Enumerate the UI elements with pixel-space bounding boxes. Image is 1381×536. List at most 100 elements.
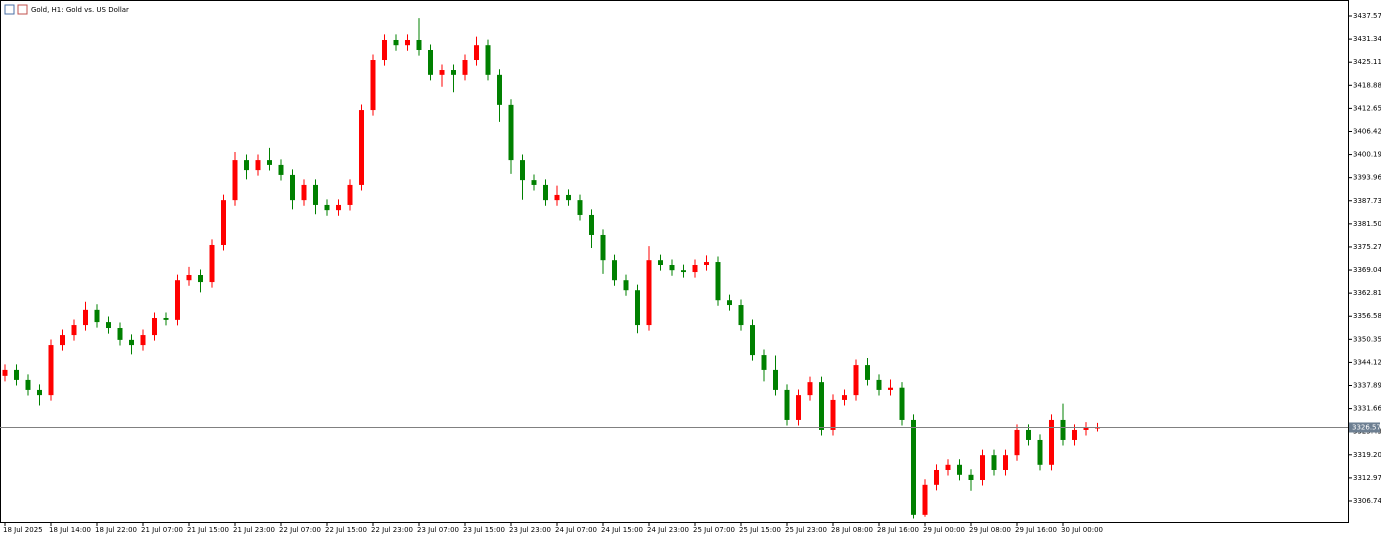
y-tick-label: 3331.66 bbox=[1353, 405, 1381, 413]
candle-body bbox=[566, 194, 571, 201]
candle-body bbox=[750, 325, 755, 356]
candle-body bbox=[991, 455, 997, 470]
candle-body bbox=[957, 464, 962, 475]
candle-body bbox=[485, 45, 491, 75]
y-tick-label: 3375.27 bbox=[1353, 243, 1381, 251]
candle-body bbox=[25, 379, 31, 390]
y-tick-label: 3406.42 bbox=[1353, 127, 1381, 135]
candle-body bbox=[635, 290, 640, 326]
candle-body bbox=[48, 345, 54, 396]
y-tick-label: 3425.11 bbox=[1353, 58, 1381, 66]
candle-body bbox=[589, 214, 594, 235]
candle-body bbox=[819, 382, 824, 430]
candle-body bbox=[117, 328, 123, 340]
candle-body bbox=[899, 387, 905, 420]
y-tick-label: 3362.81 bbox=[1353, 289, 1381, 297]
candle-body bbox=[60, 335, 65, 346]
candle-body bbox=[623, 280, 629, 291]
candle-body bbox=[370, 60, 376, 111]
candle-body bbox=[968, 474, 974, 481]
y-tick-label: 3356.58 bbox=[1353, 312, 1381, 320]
candle-body bbox=[267, 160, 272, 165]
candle-body bbox=[842, 395, 847, 400]
candle-body bbox=[1026, 429, 1031, 440]
candle-body bbox=[508, 104, 514, 161]
candle-body bbox=[980, 455, 985, 481]
x-tick-label: 23 Jul 15:00 bbox=[463, 526, 505, 534]
x-tick-label: 22 Jul 07:00 bbox=[279, 526, 321, 534]
candle-body bbox=[106, 322, 111, 329]
y-tick-label: 3387.73 bbox=[1353, 197, 1381, 205]
x-tick-label: 29 Jul 00:00 bbox=[923, 526, 965, 534]
candle-body bbox=[324, 204, 330, 211]
y-tick-label: 3437.57 bbox=[1353, 12, 1381, 20]
candle-body bbox=[313, 184, 318, 205]
candle-body bbox=[922, 484, 928, 515]
candle-body bbox=[2, 369, 8, 376]
candle-body bbox=[934, 469, 939, 485]
candle-body bbox=[359, 110, 364, 185]
candle-body bbox=[140, 335, 146, 346]
x-tick-label: 22 Jul 15:00 bbox=[325, 526, 367, 534]
candle-body bbox=[945, 464, 951, 470]
candle-body bbox=[290, 174, 295, 201]
x-tick-label: 18 Jul 14:00 bbox=[49, 526, 91, 534]
candle-body bbox=[71, 325, 77, 336]
y-tick-label: 3344.12 bbox=[1353, 358, 1381, 366]
x-tick-label: 22 Jul 23:00 bbox=[371, 526, 413, 534]
candle-body bbox=[209, 244, 215, 283]
x-tick-label: 29 Jul 08:00 bbox=[969, 526, 1011, 534]
candle-body bbox=[738, 305, 744, 326]
x-tick-label: 18 Jul 22:00 bbox=[95, 526, 137, 534]
candle-body bbox=[37, 389, 42, 396]
x-tick-label: 24 Jul 23:00 bbox=[647, 526, 689, 534]
x-tick-label: 24 Jul 07:00 bbox=[555, 526, 597, 534]
x-tick-label: 21 Jul 07:00 bbox=[141, 526, 183, 534]
candle-body bbox=[543, 184, 548, 201]
candle-body bbox=[888, 387, 893, 390]
candle-body bbox=[198, 275, 203, 283]
candle-body bbox=[175, 280, 180, 320]
candle-body bbox=[439, 70, 445, 75]
candle-body bbox=[255, 160, 261, 171]
candle-body bbox=[1049, 419, 1054, 465]
candle-body bbox=[911, 419, 916, 515]
last-price-box bbox=[1349, 422, 1380, 433]
y-tick-label: 3319.20 bbox=[1353, 451, 1381, 459]
candle-body bbox=[94, 309, 100, 323]
candle-body bbox=[704, 262, 709, 266]
x-tick-label: 25 Jul 15:00 bbox=[739, 526, 781, 534]
y-tick-label: 3381.50 bbox=[1353, 220, 1381, 228]
candle-body bbox=[152, 318, 157, 336]
candle-body bbox=[681, 270, 686, 273]
candle-body bbox=[451, 70, 456, 75]
y-tick-label: 3412.65 bbox=[1353, 104, 1381, 112]
candle-body bbox=[1083, 427, 1089, 430]
plot-frame bbox=[0, 0, 1349, 523]
candle-body bbox=[600, 234, 606, 261]
symbol-icon bbox=[4, 4, 28, 15]
x-tick-label: 18 Jul 2025 bbox=[3, 526, 43, 534]
candle-body bbox=[865, 365, 870, 380]
candle-body bbox=[462, 60, 468, 75]
x-tick-label: 29 Jul 16:00 bbox=[1015, 526, 1057, 534]
y-tick-label: 3312.97 bbox=[1353, 474, 1381, 482]
candle-body bbox=[554, 194, 560, 201]
candle-body bbox=[163, 318, 169, 320]
candle-body bbox=[232, 160, 238, 201]
x-tick-label: 21 Jul 23:00 bbox=[233, 526, 275, 534]
x-tick-label: 23 Jul 23:00 bbox=[509, 526, 551, 534]
candle-body bbox=[669, 265, 675, 271]
candle-body bbox=[773, 369, 778, 390]
candle-body bbox=[577, 200, 583, 215]
candle-body bbox=[830, 399, 836, 430]
candle-body bbox=[646, 260, 652, 326]
candle-body bbox=[876, 379, 882, 390]
y-tick-label: 3306.74 bbox=[1353, 497, 1381, 505]
candle-body bbox=[278, 164, 284, 175]
candle-body bbox=[393, 39, 399, 46]
candle-body bbox=[221, 200, 226, 245]
x-tick-label: 25 Jul 07:00 bbox=[693, 526, 735, 534]
